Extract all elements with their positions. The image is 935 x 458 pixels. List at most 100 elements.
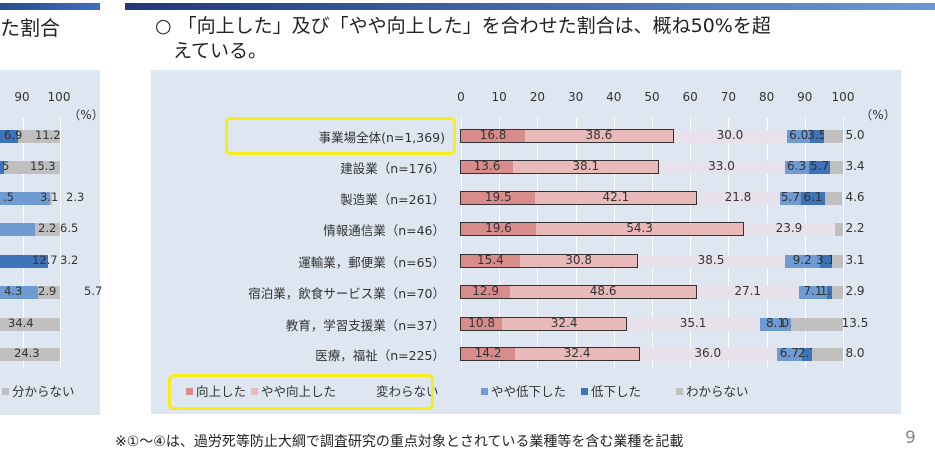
left-bar-segment: [0, 130, 18, 143]
bar-segment: [696, 192, 780, 205]
left-data-label: 3.1: [40, 190, 59, 204]
data-label: 19.6: [485, 221, 512, 235]
x-tick-label: 20: [529, 90, 546, 104]
left-bar-segment: [35, 223, 60, 236]
bar-segment: [830, 161, 844, 174]
data-label: 30.8: [565, 253, 592, 267]
data-label: 36.0: [694, 346, 722, 360]
title-line-2: えている。: [173, 40, 268, 62]
x-tick-label: 90: [797, 90, 813, 104]
slide-title: ○ 「向上した」及び「やや向上した」を合わせた割合は、概ね50%を超 えている。: [155, 14, 925, 64]
legend-swatch: [581, 388, 588, 395]
bar-segment: [461, 318, 503, 331]
x-tick-label: 60: [682, 90, 698, 104]
title-line-1: ○ 「向上した」及び「やや向上した」を合わせた割合は、概ね50%を超: [155, 15, 771, 37]
left-data-label: 6.9: [4, 128, 23, 142]
data-label: 38.5: [697, 253, 725, 267]
bar-segment: [502, 318, 627, 331]
bar-segment: [461, 223, 536, 236]
bar-segment: [824, 192, 843, 205]
bar-segment: [760, 318, 792, 331]
left-data-label: .5: [3, 190, 14, 204]
bar-segment: [819, 255, 832, 268]
data-label: 2.9: [845, 284, 865, 298]
left-legend-item: 分からない: [2, 381, 75, 400]
data-label: 16.8: [479, 128, 507, 142]
data-label: 6.0: [789, 128, 809, 142]
left-bar-segment: [0, 161, 4, 174]
data-label: 35.1: [679, 316, 707, 330]
left-unit-label: （%）: [68, 108, 104, 122]
data-label: 4.6: [845, 190, 865, 204]
x-tick-label: 0: [457, 90, 465, 104]
combined-improved-outline: [460, 254, 639, 268]
bar-segment: [776, 348, 803, 361]
data-label: 5.7: [809, 159, 830, 173]
left-bar-segment: [50, 192, 52, 205]
bar-segment: [525, 130, 673, 143]
legend-swatch: [186, 388, 193, 395]
bar-segment: [831, 286, 843, 299]
bar-segment: [743, 223, 835, 236]
bar-segment: [639, 348, 777, 361]
data-label: 3.4: [845, 159, 865, 173]
left-slide-title: た割合: [0, 16, 60, 40]
gridline: [499, 118, 501, 368]
left-bar-segment: [0, 192, 50, 205]
left-x-tick: 100: [47, 90, 71, 104]
data-label: 10.8: [468, 316, 495, 330]
left-data-label: 34.4: [8, 316, 34, 330]
gridline: [728, 118, 730, 368]
legend-item: わからない: [676, 381, 749, 400]
legend-label: 分からない: [12, 384, 75, 399]
legend-item: 低下した: [581, 381, 641, 400]
left-bar-segment: [0, 223, 35, 236]
left-bar-segment: [0, 255, 48, 268]
legend-swatch: [2, 388, 9, 395]
bar-segment: [519, 255, 638, 268]
bar-segment: [515, 348, 639, 361]
data-label: 42.1: [602, 190, 630, 204]
page-number: 9: [905, 428, 916, 448]
data-label: 6.3: [787, 159, 807, 173]
bar-segment: [802, 348, 813, 361]
x-tick-label: 80: [758, 90, 775, 104]
gridline: [843, 118, 844, 368]
bar-segment: [535, 223, 744, 236]
gridline: [766, 118, 768, 368]
data-label: 12.9: [472, 284, 499, 298]
header-bar: [125, 3, 935, 10]
bar-segment: [626, 318, 761, 331]
data-label: 2.7: [797, 346, 817, 360]
data-label: 23.9: [775, 221, 803, 235]
bar-segment: [461, 130, 526, 143]
data-label: 32.4: [550, 316, 578, 330]
bar-segment: [799, 286, 827, 299]
bar-segment: [535, 192, 697, 205]
left-gridline: [60, 118, 61, 368]
category-label: 製造業（n=261）: [340, 192, 445, 207]
bar-segment: [823, 130, 843, 143]
gridline: [690, 118, 692, 368]
data-label: 7.1: [803, 284, 823, 298]
gridline: [537, 118, 539, 368]
left-x-tick: 90: [14, 90, 30, 104]
left-bar-segment: [4, 161, 60, 174]
data-label: 5.0: [845, 128, 865, 142]
legend-label: 低下した: [591, 384, 642, 399]
bar-segment: [812, 348, 843, 361]
category-label: 運輸業，郵便業（n=65）: [298, 255, 445, 270]
category-label: 教育，学習支援業（n=37）: [285, 318, 445, 333]
bar-segment: [672, 130, 788, 143]
bar-segment: [637, 255, 785, 268]
data-label: 6.1: [803, 190, 823, 204]
combined-improved-outline: [460, 191, 698, 205]
bar-segment: [791, 318, 843, 331]
bar-segment: [810, 130, 824, 143]
legend-label: わからない: [686, 384, 749, 399]
bar-segment: [784, 255, 820, 268]
gridline: [575, 118, 577, 368]
data-label: 19.5: [484, 190, 512, 204]
left-data-label: 5: [2, 159, 10, 173]
x-tick-label: 40: [606, 90, 622, 104]
